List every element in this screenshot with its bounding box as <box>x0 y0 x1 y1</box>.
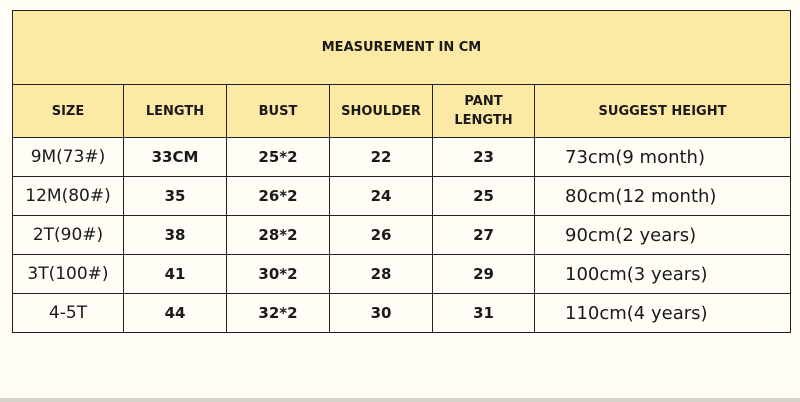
table-cell: 25 <box>432 176 535 216</box>
table-cell: 25*2 <box>226 137 330 177</box>
table-cell: 35 <box>123 176 227 216</box>
table-cell: 4-5T <box>12 293 124 333</box>
column-header: SIZE <box>12 84 124 138</box>
table-cell: 27 <box>432 215 535 255</box>
table-row: 2T(90#) 38 28*2 26 27 90cm(2 years) <box>12 215 791 255</box>
table-cell: 100cm(3 years) <box>534 254 791 294</box>
table-cell: 24 <box>329 176 433 216</box>
column-header: SHOULDER <box>329 84 433 138</box>
size-chart-table: MEASUREMENT IN CM SIZE LENGTH BUST SHOULDER… <box>12 10 791 333</box>
table-row: 12M(80#) 35 26*2 24 25 80cm(12 month) <box>12 176 791 216</box>
bottom-divider <box>0 398 800 402</box>
table-cell: 22 <box>329 137 433 177</box>
column-header: LENGTH <box>123 84 227 138</box>
table-title: MEASUREMENT IN CM <box>12 10 791 85</box>
table-cell: 41 <box>123 254 227 294</box>
table-cell: 28 <box>329 254 433 294</box>
table-cell: 80cm(12 month) <box>534 176 791 216</box>
table-cell: 44 <box>123 293 227 333</box>
table-cell: 2T(90#) <box>12 215 124 255</box>
table-cell: 73cm(9 month) <box>534 137 791 177</box>
table-cell: 90cm(2 years) <box>534 215 791 255</box>
table-cell: 23 <box>432 137 535 177</box>
table-cell: 29 <box>432 254 535 294</box>
table-cell: 32*2 <box>226 293 330 333</box>
table-cell: 3T(100#) <box>12 254 124 294</box>
table-cell: 110cm(4 years) <box>534 293 791 333</box>
table-cell: 26 <box>329 215 433 255</box>
table-cell: 28*2 <box>226 215 330 255</box>
table-cell: 9M(73#) <box>12 137 124 177</box>
table-cell: 38 <box>123 215 227 255</box>
column-header: PANT LENGTH <box>432 84 535 138</box>
table-cell: 30 <box>329 293 433 333</box>
table-cell: 31 <box>432 293 535 333</box>
table-row: 3T(100#) 41 30*2 28 29 100cm(3 years) <box>12 254 791 294</box>
table-row: 4-5T 44 32*2 30 31 110cm(4 years) <box>12 293 791 333</box>
column-header: BUST <box>226 84 330 138</box>
table-row: 9M(73#) 33CM 25*2 22 23 73cm(9 month) <box>12 137 791 177</box>
table-cell: 12M(80#) <box>12 176 124 216</box>
column-header: SUGGEST HEIGHT <box>534 84 791 138</box>
table-cell: 33CM <box>123 137 227 177</box>
table-cell: 26*2 <box>226 176 330 216</box>
table-cell: 30*2 <box>226 254 330 294</box>
